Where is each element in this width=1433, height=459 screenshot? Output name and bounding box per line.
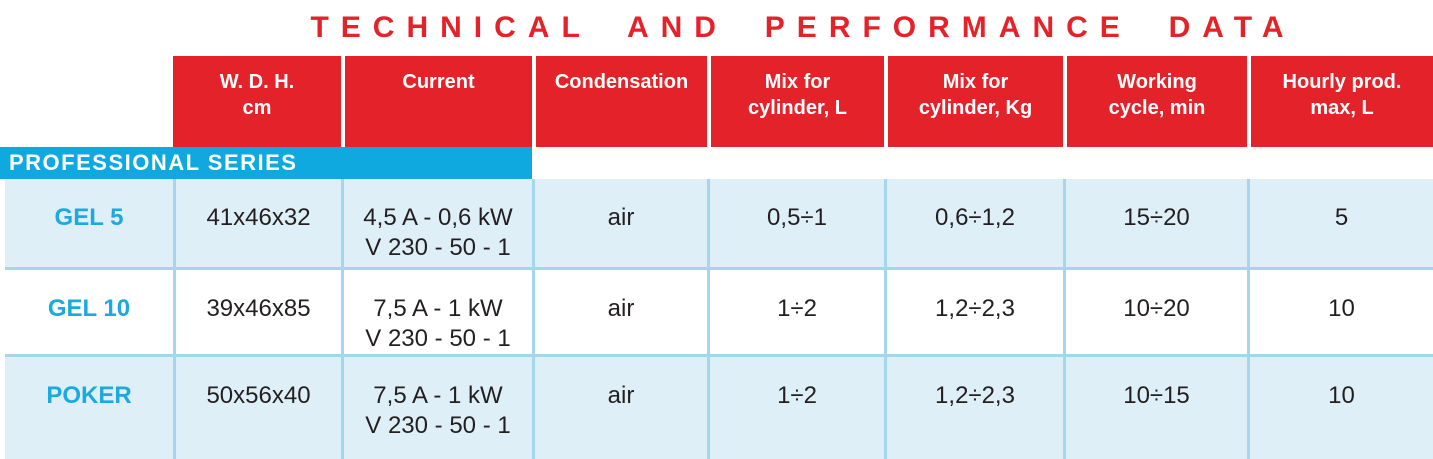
wdh-value: 41x46x32 (173, 179, 341, 267)
header-label-line1: Hourly prod. (1282, 71, 1402, 93)
table-row-gel10: GEL 10 39x46x85 7,5 A - 1 kW V 230 - 50 … (5, 267, 1433, 354)
header-label-line2: cylinder, Kg (918, 97, 1033, 119)
condensation-value: air (532, 267, 707, 354)
mix-l-value: 1÷2 (707, 267, 884, 354)
working-cycle-value: 10÷15 (1063, 354, 1247, 459)
table-row-poker: POKER 50x56x40 7,5 A - 1 kW V 230 - 50 -… (5, 354, 1433, 459)
header-cell-current: Current (341, 56, 532, 147)
current-line1: 7,5 A - 1 kW (373, 295, 503, 322)
table-body: GEL 5 41x46x32 4,5 A - 0,6 kW V 230 - 50… (5, 179, 1433, 459)
header-cell-working-cycle: Working cycle, min (1063, 56, 1247, 147)
current-value: 7,5 A - 1 kW V 230 - 50 - 1 (341, 354, 532, 459)
header-cell-wdh: W. D. H. cm (173, 56, 341, 147)
mix-kg-value: 1,2÷2,3 (884, 267, 1063, 354)
header-label-line1: Working (1117, 71, 1197, 93)
current-line1: 7,5 A - 1 kW (373, 382, 503, 409)
header-cell-condensation: Condensation (532, 56, 707, 147)
mix-l-value: 0,5÷1 (707, 179, 884, 267)
header-label-line2: cylinder, L (748, 97, 847, 119)
mix-kg-value: 0,6÷1,2 (884, 179, 1063, 267)
current-line2: V 230 - 50 - 1 (365, 412, 511, 439)
condensation-value: air (532, 179, 707, 267)
current-line1: 4,5 A - 0,6 kW (363, 204, 513, 231)
hourly-prod-value: 10 (1247, 267, 1433, 354)
current-value: 4,5 A - 0,6 kW V 230 - 50 - 1 (341, 179, 532, 267)
model-name: GEL 5 (5, 179, 173, 267)
working-cycle-value: 15÷20 (1063, 179, 1247, 267)
condensation-value: air (532, 354, 707, 459)
working-cycle-value: 10÷20 (1063, 267, 1247, 354)
mix-kg-value: 1,2÷2,3 (884, 354, 1063, 459)
header-cell-model-spacer (0, 56, 173, 147)
hourly-prod-value: 5 (1247, 179, 1433, 267)
header-label-line2: max, L (1310, 97, 1374, 119)
series-band-row: PROFESSIONAL SERIES (0, 147, 1433, 179)
header-label-line1: Condensation (554, 71, 689, 93)
header-cell-hourly-prod: Hourly prod. max, L (1247, 56, 1433, 147)
series-band-label: PROFESSIONAL SERIES (0, 147, 532, 179)
header-label-line1: Mix for (942, 71, 1009, 93)
header-label-line2: cm (242, 97, 272, 119)
hourly-prod-value: 10 (1247, 354, 1433, 459)
current-line2: V 230 - 50 - 1 (365, 325, 511, 352)
current-line2: V 230 - 50 - 1 (365, 234, 511, 261)
mix-l-value: 1÷2 (707, 354, 884, 459)
model-name: POKER (5, 354, 173, 459)
header-label-line1: W. D. H. (219, 71, 295, 93)
header-label-line1: Mix for (764, 71, 831, 93)
model-name: GEL 10 (5, 267, 173, 354)
header-cell-mix-kg: Mix for cylinder, Kg (884, 56, 1063, 147)
wdh-value: 50x56x40 (173, 354, 341, 459)
wdh-value: 39x46x85 (173, 267, 341, 354)
header-cell-mix-l: Mix for cylinder, L (707, 56, 884, 147)
table-header-row: W. D. H. cm Current Condensation Mix for… (0, 56, 1433, 147)
header-label-line1: Current (402, 71, 475, 93)
table-row-gel5: GEL 5 41x46x32 4,5 A - 0,6 kW V 230 - 50… (5, 179, 1433, 267)
page-title: TECHNICAL AND PERFORMANCE DATA (310, 11, 1296, 44)
current-value: 7,5 A - 1 kW V 230 - 50 - 1 (341, 267, 532, 354)
header-label-line2: cycle, min (1108, 97, 1206, 119)
